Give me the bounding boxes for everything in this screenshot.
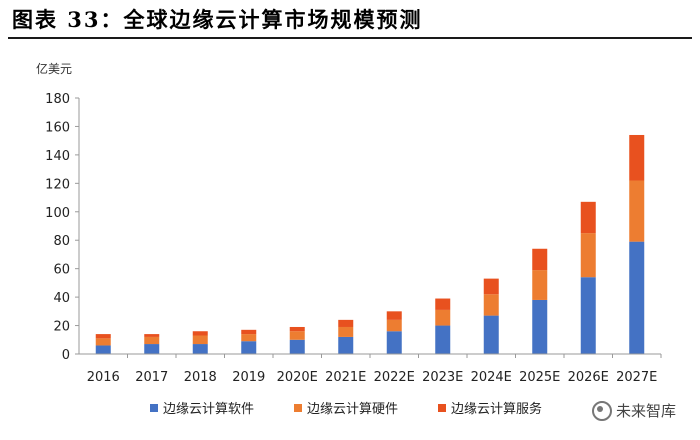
x-tick-label: 2018 bbox=[184, 370, 217, 385]
bar-segment-2 bbox=[580, 233, 596, 278]
bar-segment-2 bbox=[532, 270, 548, 300]
bar-segment-2 bbox=[483, 294, 499, 316]
legend-swatch bbox=[294, 404, 302, 412]
bar-segment-2 bbox=[338, 326, 354, 337]
bar-segment-1 bbox=[532, 299, 548, 354]
legend-swatch bbox=[438, 404, 446, 412]
bar-segment-1 bbox=[386, 331, 402, 354]
bar-segment-2 bbox=[386, 319, 402, 332]
legend-label: 边缘云计算硬件 bbox=[307, 402, 398, 417]
bar-segment-1 bbox=[483, 315, 499, 354]
x-tick-label: 2016 bbox=[87, 370, 120, 385]
bar-segment-1 bbox=[95, 345, 111, 354]
bar-segment-1 bbox=[435, 325, 451, 354]
x-tick-label: 2017 bbox=[135, 370, 168, 385]
x-tick-label: 2020E bbox=[277, 370, 318, 385]
legend-label: 边缘云计算软件 bbox=[163, 402, 254, 417]
bar-segment-3 bbox=[580, 201, 596, 234]
legend-label: 边缘云计算服务 bbox=[451, 401, 542, 417]
bar-segment-2 bbox=[144, 336, 160, 345]
bar-segment-3 bbox=[386, 311, 402, 320]
bar-segment-2 bbox=[95, 338, 111, 346]
y-tick-label: 0 bbox=[62, 348, 70, 363]
watermark: 未来智库 bbox=[592, 400, 676, 421]
bar-segment-2 bbox=[435, 309, 451, 326]
bar-segment-3 bbox=[289, 326, 305, 332]
title-divider bbox=[8, 37, 692, 39]
legend-swatch bbox=[150, 404, 158, 412]
bar-segment-1 bbox=[192, 344, 208, 354]
bar-segment-1 bbox=[241, 341, 257, 354]
y-tick-label: 180 bbox=[45, 92, 70, 107]
y-tick-label: 120 bbox=[45, 177, 70, 192]
x-tick-label: 2023E bbox=[422, 370, 463, 385]
bar-segment-3 bbox=[338, 319, 354, 327]
bar-segment-3 bbox=[629, 134, 645, 181]
watermark-text: 未来智库 bbox=[616, 402, 677, 420]
x-tick-label: 2027E bbox=[616, 370, 657, 385]
x-tick-label: 2026E bbox=[568, 370, 609, 385]
x-tick-label: 2019 bbox=[232, 370, 265, 385]
bar-segment-2 bbox=[241, 334, 257, 342]
bar-segment-1 bbox=[289, 339, 305, 354]
y-tick-label: 140 bbox=[45, 149, 70, 164]
bar-segment-3 bbox=[483, 278, 499, 295]
y-tick-label: 20 bbox=[53, 320, 70, 335]
legend: 边缘云计算软件 边缘云计算硬件 边缘云计算服务 bbox=[150, 401, 542, 417]
bar-segment-1 bbox=[144, 344, 160, 354]
bar-segment-1 bbox=[580, 277, 596, 354]
bar-segment-3 bbox=[532, 248, 548, 271]
y-tick-label: 40 bbox=[53, 291, 70, 306]
x-tick-label: 2025E bbox=[519, 370, 560, 385]
y-tick-label: 60 bbox=[53, 263, 70, 278]
y-axis-label: 亿美元 bbox=[36, 61, 72, 76]
bar-segment-1 bbox=[629, 241, 645, 354]
y-tick-label: 80 bbox=[53, 234, 70, 249]
x-tick-label: 2022E bbox=[374, 370, 415, 385]
bar-segment-3 bbox=[192, 331, 208, 336]
bar-segment-3 bbox=[95, 334, 111, 339]
x-tick-label: 2024E bbox=[471, 370, 512, 385]
bar-segment-2 bbox=[192, 335, 208, 345]
bar-segment-3 bbox=[241, 329, 257, 335]
bar-segment-2 bbox=[629, 180, 645, 242]
bar-segment-3 bbox=[144, 334, 160, 337]
y-tick-label: 100 bbox=[45, 206, 70, 221]
wechat-icon bbox=[592, 400, 612, 421]
bar-segment-3 bbox=[435, 298, 451, 310]
bar-segment-2 bbox=[289, 331, 305, 340]
x-tick-label: 2021E bbox=[325, 370, 366, 385]
figure-title: 图表 33：全球边缘云计算市场规模预测 bbox=[12, 7, 423, 32]
bar-segment-1 bbox=[338, 336, 354, 354]
y-tick-label: 160 bbox=[45, 120, 70, 135]
